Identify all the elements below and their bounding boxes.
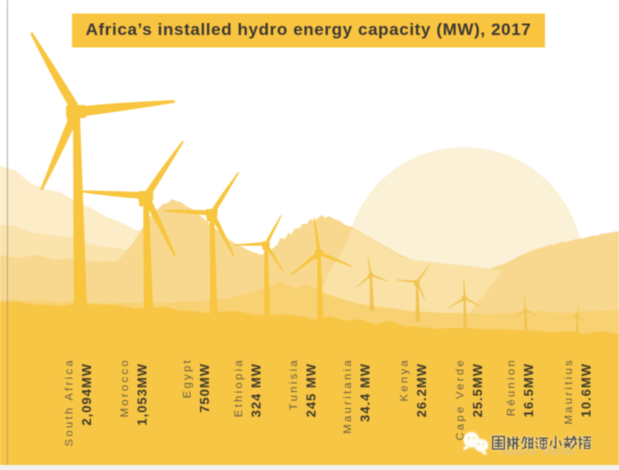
svg-text:Cape Verde: Cape Verde [455, 358, 467, 441]
svg-text:1,053MW: 1,053MW [134, 363, 149, 426]
svg-text:Mauritania: Mauritania [342, 358, 354, 434]
svg-text:Kenya: Kenya [399, 358, 411, 402]
svg-text:Egypt: Egypt [181, 358, 193, 398]
svg-text:25.5MW: 25.5MW [470, 363, 485, 417]
svg-text:Ethiopia: Ethiopia [233, 358, 245, 417]
svg-text:16.5MW: 16.5MW [521, 363, 536, 417]
svg-text:750MW: 750MW [197, 363, 212, 413]
svg-text:Mauritius: Mauritius [563, 358, 575, 425]
svg-text:Africa’s installed hydro energ: Africa’s installed hydro energy capacity… [86, 20, 532, 39]
svg-text:Tunisia: Tunisia [288, 358, 300, 410]
svg-text:26.2MW: 26.2MW [414, 363, 429, 417]
svg-text:34.4 MW: 34.4 MW [358, 363, 373, 422]
svg-text:Morocco: Morocco [119, 358, 131, 417]
svg-text:2,094MW: 2,094MW [79, 363, 94, 426]
svg-text:324 MW: 324 MW [248, 363, 263, 417]
svg-text:South Africa: South Africa [63, 358, 75, 447]
svg-text:10.6MW: 10.6MW [579, 363, 594, 417]
svg-text:Source: IRENA: Source: IRENA [503, 447, 575, 458]
svg-text:245 MW: 245 MW [303, 363, 318, 417]
svg-text:Réunion: Réunion [505, 358, 517, 416]
